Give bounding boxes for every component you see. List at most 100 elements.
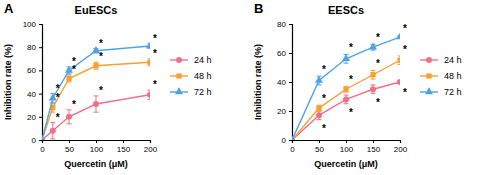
annotation: * <box>403 23 407 34</box>
error-bar-cap <box>148 58 151 59</box>
marker <box>342 54 350 61</box>
annotation: * <box>153 33 157 44</box>
error-bar <box>148 59 151 66</box>
y-tick-mark <box>289 53 292 54</box>
y-tick-mark <box>289 140 292 141</box>
x-tick: 100 <box>340 140 354 154</box>
y-tick-label: 20 <box>277 107 286 116</box>
error-bar <box>94 62 99 69</box>
x-tick: 150 <box>367 140 381 154</box>
y-tick-mark <box>289 24 292 25</box>
marker <box>147 92 150 98</box>
error-bar-cap <box>67 109 72 110</box>
x-axis: 0 50 100 150 200 <box>40 140 157 154</box>
annotation: * <box>72 99 76 110</box>
legend-marker <box>176 57 182 63</box>
marker <box>147 60 150 65</box>
error-bar-cap <box>371 79 376 80</box>
y-tick: 60 <box>27 66 42 75</box>
x-tick: 200 <box>394 140 408 154</box>
annotation: * <box>322 93 326 104</box>
x-tick-mark <box>123 140 124 143</box>
y-tick-label: 40 <box>27 90 36 99</box>
error-bar-cap <box>67 123 72 124</box>
x-tick-label: 50 <box>65 145 74 154</box>
y-tick-label: 60 <box>277 49 286 58</box>
error-bar <box>94 96 99 112</box>
y-tick: 80 <box>27 43 42 52</box>
error-bar <box>344 86 349 92</box>
x-tick: 150 <box>117 140 131 154</box>
legend-label: 72 h <box>444 87 462 97</box>
y-tick-label: 20 <box>27 113 36 122</box>
error-bar <box>317 105 322 111</box>
legend-label: 24 h <box>194 55 212 65</box>
error-bar-cap <box>371 70 376 71</box>
x-tick-label: 100 <box>90 145 104 154</box>
marker <box>316 112 322 118</box>
error-bar-cap <box>371 93 376 94</box>
annotation: * <box>376 97 380 108</box>
y-tick-label: 80 <box>27 43 36 52</box>
panel: BEESCs020406080050100150200Inhibition ra… <box>253 1 462 169</box>
annotation: * <box>322 64 326 75</box>
legend-item: 24 h <box>170 55 212 65</box>
annotation: * <box>99 85 103 96</box>
annotation: * <box>56 112 60 123</box>
annotation: * <box>349 42 353 53</box>
marker <box>66 76 71 81</box>
x-tick-label: 0 <box>40 145 45 154</box>
error-bar-cap <box>67 73 72 74</box>
panel-label: B <box>254 1 263 16</box>
legend-item: 24 h <box>420 55 462 65</box>
annotation: * <box>99 38 103 49</box>
x-tick: 0 <box>40 140 45 154</box>
annotation: * <box>376 58 380 69</box>
x-axis-title: Quercetin (μM) <box>64 159 128 169</box>
marker <box>369 43 377 50</box>
x-tick-label: 50 <box>315 145 324 154</box>
annotation: * <box>322 123 326 134</box>
x-tick-label: 150 <box>367 145 381 154</box>
marker <box>315 76 323 83</box>
error-bar-cap <box>50 122 55 123</box>
error-bar-cap <box>317 84 322 85</box>
y-tick: 40 <box>277 78 292 87</box>
title: EESCs <box>328 4 364 16</box>
panel-label: A <box>4 1 14 16</box>
y-axis: 020406080100 <box>23 20 43 145</box>
error-bar-cap <box>371 84 376 85</box>
y-tick-mark <box>39 47 42 48</box>
x-tick: 200 <box>144 140 158 154</box>
error-bar <box>371 70 376 79</box>
error-bar-cap <box>94 69 99 70</box>
error-bar-cap <box>50 102 55 103</box>
series-line <box>42 46 150 140</box>
annotation: * <box>349 107 353 118</box>
marker <box>370 72 375 77</box>
x-tick-mark <box>346 140 347 143</box>
y-tick-label: 80 <box>277 20 286 29</box>
x-axis: 050100150200 <box>290 140 407 154</box>
x-tick-mark <box>319 140 320 143</box>
error-bar-cap <box>317 119 322 120</box>
x-axis-line <box>43 141 151 144</box>
y-tick-mark <box>39 24 42 25</box>
x-tick: 100 <box>90 140 104 154</box>
legend-marker <box>426 73 431 78</box>
error-bar-cap <box>344 63 349 64</box>
x-tick-mark <box>42 140 43 143</box>
x-tick-mark <box>400 140 401 143</box>
y-tick: 80 <box>277 20 292 29</box>
y-tick-label: 60 <box>27 66 36 75</box>
error-bar <box>148 90 151 99</box>
annotation: * <box>72 56 76 67</box>
annotation: * <box>153 79 157 90</box>
y-tick-label: 40 <box>277 78 286 87</box>
error-bar-cap <box>398 64 401 65</box>
legend-label: 48 h <box>194 71 212 81</box>
legend-label: 72 h <box>194 87 212 97</box>
title: EuESCs <box>75 4 118 16</box>
y-tick-mark <box>39 94 42 95</box>
marker <box>397 79 400 85</box>
